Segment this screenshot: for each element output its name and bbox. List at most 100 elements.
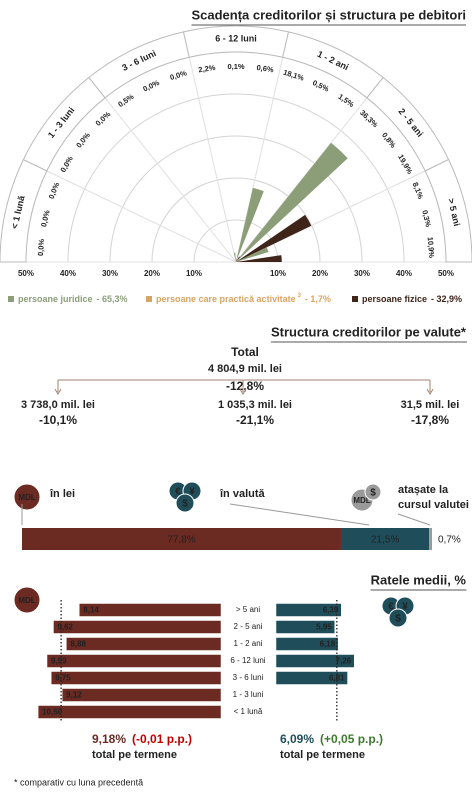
icon-circle bbox=[388, 608, 408, 628]
bar bbox=[78, 603, 222, 617]
r-tick-label: 40% bbox=[60, 269, 76, 278]
bar-label: 8,14 bbox=[83, 606, 99, 615]
wedge bbox=[236, 256, 240, 262]
grid-arc bbox=[109, 135, 363, 263]
r-tick-label: 50% bbox=[438, 269, 454, 278]
wedge bbox=[236, 259, 239, 262]
category-label: 6 - 12 luni bbox=[230, 656, 265, 665]
value-label: 0,0% bbox=[39, 209, 52, 228]
icon-glyph: ¥ bbox=[402, 602, 408, 613]
footnote: * comparativ cu luna precedentă bbox=[14, 777, 143, 787]
total-caption: total pe termene bbox=[280, 749, 365, 761]
bar-label: 10,50 bbox=[42, 708, 63, 717]
branch-amount: 31,5 mil. lei bbox=[401, 399, 460, 411]
r-tick-label: 30% bbox=[102, 269, 118, 278]
category-label: 3 - 6 luni bbox=[233, 673, 264, 682]
branch-amount: 3 738,0 mil. lei bbox=[21, 399, 95, 411]
icon-glyph: MDL bbox=[353, 496, 370, 505]
value-label: 2,2% bbox=[198, 63, 217, 74]
legend-entry: persoane care practică activitate 3- 1,7% bbox=[156, 293, 331, 305]
wedge bbox=[236, 142, 348, 262]
wedge bbox=[234, 260, 236, 262]
wedge bbox=[236, 259, 237, 262]
bar bbox=[275, 620, 336, 634]
total-change: (-0,01 p.p.) bbox=[132, 732, 192, 746]
category-label: < 1 lună bbox=[234, 707, 263, 716]
wedge bbox=[236, 260, 238, 262]
bar-label: 7,26 bbox=[336, 657, 352, 666]
category-label: 1 - 2 ani bbox=[234, 639, 263, 648]
icon-glyph: $ bbox=[395, 614, 401, 625]
wedge bbox=[233, 252, 236, 262]
bar bbox=[46, 654, 222, 668]
icon-glyph: MDL bbox=[18, 596, 35, 605]
category-label: 1 - 3 luni bbox=[233, 690, 264, 699]
icon-circle bbox=[364, 483, 382, 501]
legend-swatch bbox=[146, 296, 152, 302]
bar-label: 6,18 bbox=[320, 640, 336, 649]
total-label: 6,09% bbox=[280, 732, 314, 746]
bar bbox=[37, 705, 222, 719]
wedge bbox=[236, 214, 312, 262]
bar bbox=[61, 688, 222, 702]
r-tick-label: 20% bbox=[144, 269, 160, 278]
section-title: Ratele medii, % bbox=[371, 572, 467, 587]
pointer bbox=[229, 503, 370, 526]
icon-glyph: MDL bbox=[18, 493, 35, 502]
total-value: 9,18% (-0,01 p.p.) bbox=[92, 732, 192, 746]
icon-circle bbox=[175, 493, 195, 513]
value-label: 0,0% bbox=[36, 238, 46, 256]
branch-change: -10,1% bbox=[39, 413, 77, 427]
bar-label: 9,99 bbox=[51, 657, 67, 666]
bar-label: 5,95 bbox=[316, 623, 332, 632]
total-change: -12,8% bbox=[226, 379, 264, 393]
wedge bbox=[236, 187, 264, 262]
value-label: 10,9% bbox=[426, 236, 437, 258]
segment-label: 0,7% bbox=[438, 535, 461, 546]
connector-arrow bbox=[426, 388, 434, 395]
r-tick-label: 30% bbox=[354, 269, 370, 278]
r-tick-label: 40% bbox=[396, 269, 412, 278]
bar-segment bbox=[22, 528, 341, 550]
legend-share: - 32,9% bbox=[431, 294, 462, 304]
branch-amount: 1 035,3 mil. lei bbox=[218, 399, 292, 411]
grid-arc bbox=[67, 93, 405, 263]
icon-glyph: $ bbox=[370, 488, 376, 499]
total-label: 9,18% bbox=[92, 732, 126, 746]
legend-share: - 65,3% bbox=[97, 294, 128, 304]
legend-name: persoane juridice bbox=[18, 294, 93, 304]
bar-label: 6,39 bbox=[323, 606, 339, 615]
bar-label: 9,62 bbox=[57, 623, 73, 632]
legend-entry: persoane juridice - 65,3% bbox=[18, 294, 128, 304]
total-change: (+0,05 p.p.) bbox=[320, 732, 383, 746]
segment-label: 77,8% bbox=[167, 535, 195, 546]
grid-arc bbox=[151, 177, 321, 263]
legend-note: 3 bbox=[298, 293, 302, 299]
legend-entry: persoane fizice - 32,9% bbox=[362, 294, 462, 304]
branch-change: -21,1% bbox=[236, 413, 274, 427]
value-label: 0,1% bbox=[227, 62, 244, 71]
total-label: Total bbox=[231, 345, 259, 359]
branch-name: cursul valutei bbox=[398, 499, 469, 511]
bar bbox=[275, 654, 355, 668]
total-caption: total pe termene bbox=[92, 749, 177, 761]
wedge bbox=[236, 255, 282, 262]
branch-name: în lei bbox=[49, 488, 75, 500]
bar bbox=[53, 620, 222, 634]
legend-swatch bbox=[352, 296, 358, 302]
category-label: > 5 ani bbox=[236, 605, 260, 614]
bar bbox=[275, 671, 348, 685]
bar bbox=[275, 603, 342, 617]
icon-circle bbox=[13, 483, 41, 511]
legend-name: persoane care practică activitate bbox=[156, 294, 296, 304]
legend-share: - 1,7% bbox=[305, 294, 331, 304]
connector-arrow bbox=[239, 388, 247, 395]
sector-divider bbox=[188, 57, 237, 263]
value-label: 0,6% bbox=[256, 63, 275, 74]
bar-segment bbox=[340, 528, 430, 550]
bar bbox=[275, 637, 339, 651]
sector-divider bbox=[235, 170, 426, 263]
icon-glyph: € bbox=[175, 487, 181, 498]
branch-name: în valută bbox=[219, 488, 266, 500]
